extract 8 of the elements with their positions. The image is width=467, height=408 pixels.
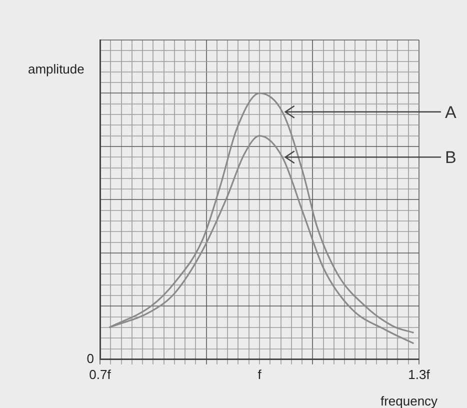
x-tick-label: f [258,366,262,382]
x-tick-label: 1.3f [408,366,430,382]
x-tick-label: 0.7f [89,366,112,382]
text: B [445,148,456,168]
x-axis-title: frequency [380,393,438,408]
y-axis-title: amplitude [28,62,84,77]
text: 0 [86,350,94,366]
text: A [445,102,457,122]
